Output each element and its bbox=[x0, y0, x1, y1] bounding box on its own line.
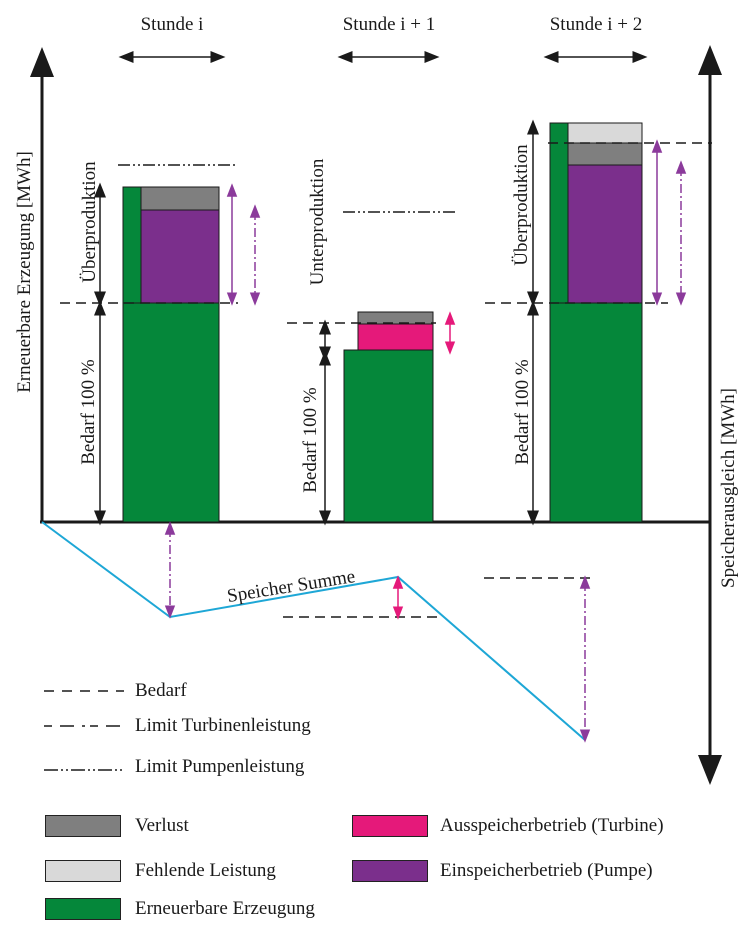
loss-block-i1 bbox=[357, 311, 434, 325]
demand-label-i2: Bedarf 100 % bbox=[512, 359, 533, 465]
header-hour-i1: Stunde i + 1 bbox=[343, 14, 436, 35]
demand-label-i1: Bedarf 100 % bbox=[300, 387, 321, 493]
discharge-block-i1 bbox=[357, 323, 434, 351]
renewable-strip-i2 bbox=[549, 122, 569, 304]
renewable-strip-i bbox=[122, 186, 142, 304]
left-axis-title: Erneuerbare Erzeugung [MWh] bbox=[14, 151, 35, 393]
header-hour-i2: Stunde i + 2 bbox=[550, 14, 643, 35]
right-axis-title: Speicherausgleich [MWh] bbox=[718, 388, 739, 588]
renewable-bar-i bbox=[122, 302, 220, 523]
header-hour-i: Stunde i bbox=[141, 14, 204, 35]
charge-block-i bbox=[140, 209, 220, 304]
storage-sum-label: Speicher Summe bbox=[226, 566, 357, 607]
renewable-bar-i1 bbox=[343, 349, 434, 523]
storage-sum-curve bbox=[41, 521, 586, 741]
demand-label-i: Bedarf 100 % bbox=[78, 359, 99, 465]
loss-block-i bbox=[140, 186, 220, 211]
charge-block-i2 bbox=[567, 164, 643, 304]
loss-block-i2 bbox=[567, 142, 643, 166]
overproduction-label-i: Überproduktion bbox=[79, 161, 100, 283]
underproduction-label-i1: Unterproduktion bbox=[307, 158, 328, 285]
missing-block-i2 bbox=[567, 122, 643, 144]
renewable-bar-i2 bbox=[549, 302, 643, 523]
overproduction-label-i2: Überproduktion bbox=[511, 144, 532, 266]
